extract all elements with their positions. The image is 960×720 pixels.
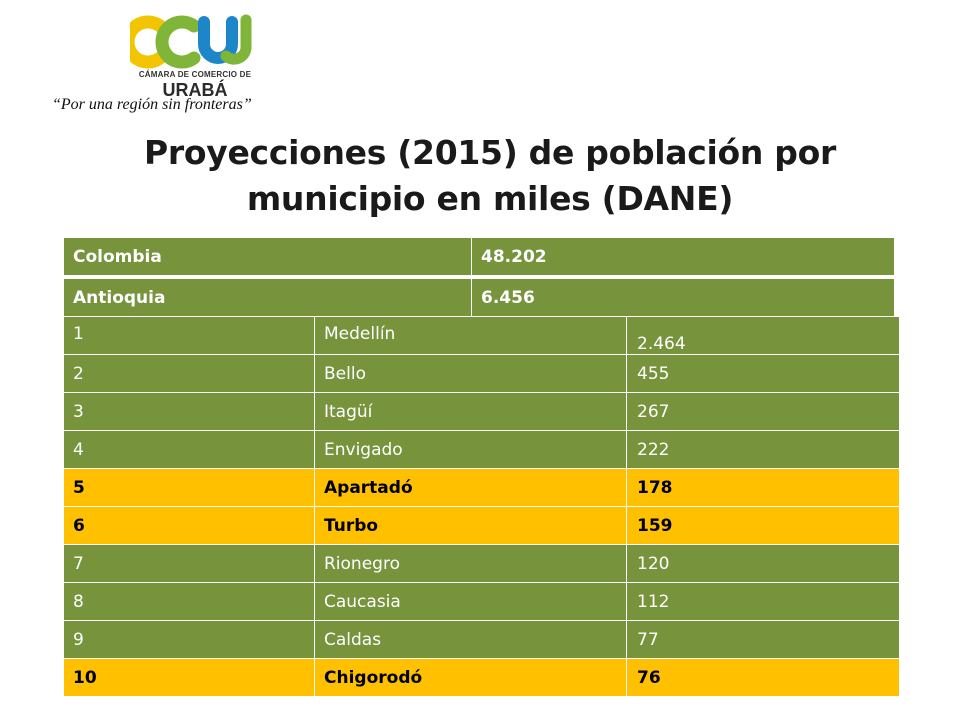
summary-table-colombia: Colombia 48.202	[63, 237, 895, 276]
rank-cell: 6	[63, 506, 315, 545]
table-row: 8 Caucasia 112	[63, 582, 900, 621]
population-cell: 222	[626, 430, 900, 469]
municipality-cell: Medellín	[314, 316, 627, 355]
municipality-cell: Caldas	[314, 620, 627, 659]
rank-cell: 7	[63, 544, 315, 583]
table-row: 1 Medellín 2.464	[63, 316, 900, 355]
logo-subtitle: CÁMARA DE COMERCIO DE	[138, 70, 252, 79]
summary-table-antioquia: Antioquia 6.456	[63, 278, 895, 317]
municipality-cell: Envigado	[314, 430, 627, 469]
rank-cell: 8	[63, 582, 315, 621]
table-row: 6 Turbo 159	[63, 506, 900, 545]
municipality-cell: Caucasia	[314, 582, 627, 621]
summary-row: Colombia 48.202	[63, 237, 895, 276]
population-cell: 159	[626, 506, 900, 545]
municipality-cell: Itagüí	[314, 392, 627, 431]
population-cell: 120	[626, 544, 900, 583]
table-row: 2 Bello 455	[63, 354, 900, 393]
municipality-cell: Chigorodó	[314, 658, 627, 697]
rank-cell: 1	[63, 316, 315, 355]
table-row: 10 Chigorodó 76	[63, 658, 900, 697]
table-row: 9 Caldas 77	[63, 620, 900, 659]
municipality-cell: Bello	[314, 354, 627, 393]
page-title: Proyecciones (2015) de población por mun…	[144, 133, 836, 218]
rank-cell: 10	[63, 658, 315, 697]
rank-cell: 5	[63, 468, 315, 507]
population-cell: 2.464	[626, 316, 900, 355]
ccu-logo-mark-icon	[130, 14, 252, 69]
rank-cell: 2	[63, 354, 315, 393]
municipality-cell: Apartadó	[314, 468, 627, 507]
chamber-logo: CÁMARA DE COMERCIO DE URABÁ	[130, 14, 260, 100]
summary-value: 48.202	[471, 237, 895, 276]
summary-label: Colombia	[63, 237, 472, 276]
municipality-cell: Turbo	[314, 506, 627, 545]
rank-cell: 9	[63, 620, 315, 659]
population-cell: 77	[626, 620, 900, 659]
population-cell: 267	[626, 392, 900, 431]
summary-value: 6.456	[471, 278, 895, 317]
summary-row: Antioquia 6.456	[63, 278, 895, 317]
population-cell: 112	[626, 582, 900, 621]
summary-label: Antioquia	[63, 278, 472, 317]
table-row: 4 Envigado 222	[63, 430, 900, 469]
rank-cell: 3	[63, 392, 315, 431]
municipality-cell: Rionegro	[314, 544, 627, 583]
rank-cell: 4	[63, 430, 315, 469]
table-row: 5 Apartadó 178	[63, 468, 900, 507]
table-row: 3 Itagüí 267	[63, 392, 900, 431]
logo-name: URABÁ	[162, 80, 228, 100]
table-row: 7 Rionegro 120	[63, 544, 900, 583]
population-cell: 455	[626, 354, 900, 393]
slogan: “Por una región sin fronteras”	[52, 96, 252, 113]
municipality-ranking-table: 1 Medellín 2.464 2 Bello 455 3 Itagüí 267 4 Enviga…	[63, 316, 900, 697]
population-cell: 76	[626, 658, 900, 697]
population-cell: 178	[626, 468, 900, 507]
